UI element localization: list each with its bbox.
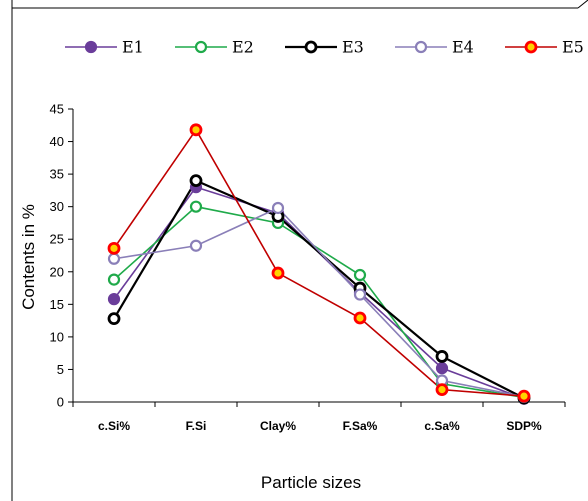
series-E4: [113, 207, 525, 398]
point-E1-c.Sa%: [435, 362, 449, 375]
point-E5-c.Si%: [107, 241, 121, 255]
legend-marker-E1: [84, 40, 98, 54]
series-E3: [113, 179, 525, 400]
series-markers-E5: [107, 123, 531, 403]
x-axis-title: Particle sizes: [261, 473, 361, 492]
point-E5-F.Si: [189, 123, 203, 137]
y-tick-label-40: 40: [50, 134, 64, 149]
y-axis-title: Contents in %: [19, 204, 38, 310]
point-E2-F.Si: [189, 200, 203, 213]
series-layer: [107, 123, 531, 405]
series-E2: [113, 205, 525, 399]
legend-entry-E5: E5: [505, 38, 584, 57]
y-tick-label-15: 15: [50, 297, 64, 312]
point-E4-c.Si%: [107, 252, 121, 265]
point-E3-c.Si%: [107, 312, 121, 326]
legend: E1 E2 E3 E4 E5: [65, 38, 584, 57]
legend-marker-E4: [414, 40, 428, 54]
legend-label-E4: E4: [452, 38, 474, 57]
legend-label-E3: E3: [342, 38, 364, 57]
x-tick-label-4: c.Sa%: [424, 419, 460, 433]
figure-frame-corner: [577, 0, 588, 9]
legend-marker-E3: [304, 40, 318, 54]
legend-entry-E4: E4: [395, 38, 474, 57]
y-tick-label-10: 10: [50, 329, 64, 344]
legend-label-E1: E1: [122, 38, 144, 57]
series-line-E2: [113, 205, 525, 399]
legend-label-E5: E5: [562, 38, 584, 57]
series-markers-E2: [107, 200, 531, 404]
point-E5-Clay%: [271, 266, 285, 280]
point-E5-F.Sa%: [353, 311, 367, 325]
point-E1-c.Si%: [107, 293, 121, 306]
point-E2-c.Si%: [107, 273, 121, 286]
x-tick-label-5: SDP%: [506, 419, 542, 433]
y-tick-label-0: 0: [57, 395, 64, 410]
series-line-E3: [113, 179, 525, 400]
point-E2-F.Sa%: [353, 268, 367, 282]
point-E4-F.Si: [189, 239, 203, 252]
y-tick-label-30: 30: [50, 199, 64, 214]
x-tick-label-3: F.Sa%: [343, 419, 378, 433]
legend-entry-E1: E1: [65, 38, 144, 57]
point-E5-c.Sa%: [435, 383, 449, 397]
series-markers-E1: [107, 181, 531, 405]
point-E3-c.Sa%: [435, 350, 449, 363]
legend-entry-E3: E3: [285, 38, 364, 57]
legend-label-E2: E2: [232, 38, 254, 57]
legend-entry-E2: E2: [175, 38, 254, 57]
y-tick-label-5: 5: [57, 362, 64, 377]
series-markers-E4: [107, 201, 531, 403]
x-tick-label-0: c.Si%: [98, 419, 130, 433]
point-E4-Clay%: [271, 201, 285, 215]
axes: 0 5 10 15 20 25 30 35 40 45 c.Si% F.Si Clay% F.Sa% c.S…: [50, 102, 566, 433]
series-line-E5: [113, 128, 525, 397]
legend-marker-E5: [524, 40, 538, 54]
point-E5-SDP%: [517, 389, 531, 403]
y-tick-label-20: 20: [50, 264, 64, 279]
x-tick-label-1: F.Si: [186, 419, 207, 433]
y-tick-label-25: 25: [50, 232, 64, 247]
y-tick-label-45: 45: [50, 102, 64, 117]
point-E3-F.Si: [189, 174, 203, 188]
series-line-E4: [113, 207, 525, 398]
x-tick-label-2: Clay%: [260, 419, 296, 433]
series-E5: [113, 128, 525, 397]
y-tick-label-35: 35: [50, 167, 64, 182]
legend-marker-E2: [194, 40, 208, 54]
point-E4-F.Sa%: [353, 288, 367, 301]
